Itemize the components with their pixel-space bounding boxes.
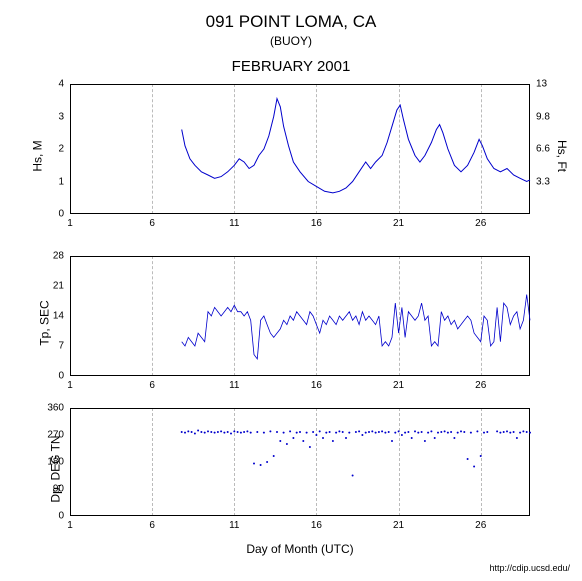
xtick: 16 <box>311 376 322 391</box>
ytick-left: 14 <box>53 311 70 322</box>
ytick-right: 3.3 <box>530 176 550 187</box>
chart-container: 091 POINT LOMA, CA (BUOY) FEBRUARY 2001 … <box>0 0 582 581</box>
panel-dp: 090180270360Dp, DEG TN1611162126Day of M… <box>70 408 530 516</box>
xtick: 11 <box>229 376 239 391</box>
xtick: 21 <box>393 376 404 391</box>
ytick-left: 1 <box>58 176 70 187</box>
ytick-left: 28 <box>53 251 70 262</box>
xtick: 1 <box>67 376 73 391</box>
chart-title: 091 POINT LOMA, CA <box>0 0 582 32</box>
xtick: 6 <box>149 516 155 531</box>
ylabel-tp: Tp, SEC <box>38 300 52 345</box>
xtick: 26 <box>475 516 486 531</box>
chart-subtitle: (BUOY) <box>0 32 582 48</box>
data-svg-dp <box>70 408 530 516</box>
xtick: 16 <box>311 214 322 229</box>
ytick-left: 360 <box>47 403 70 414</box>
xtick: 21 <box>393 214 404 229</box>
ytick-right: 6.6 <box>530 144 550 155</box>
ytick-left: 21 <box>53 281 70 292</box>
xtick: 1 <box>67 214 73 229</box>
xtick: 6 <box>149 214 155 229</box>
ytick-left: 2 <box>58 144 70 155</box>
xtick: 26 <box>475 214 486 229</box>
panel-hs: 012343.36.69.813Hs, MHs, Ft1611162126 <box>70 84 530 214</box>
chart-month: FEBRUARY 2001 <box>0 48 582 75</box>
ytick-right: 9.8 <box>530 111 550 122</box>
ylabel-dp: Dp, DEG TN <box>49 435 63 502</box>
ytick-left: 3 <box>58 111 70 122</box>
ylabel-right-hs: Hs, Ft <box>555 140 569 172</box>
footer-url: http://cdip.ucsd.edu/ <box>489 563 570 573</box>
xtick: 11 <box>229 214 239 229</box>
data-svg-hs <box>70 84 530 214</box>
ylabel-hs: Hs, M <box>31 140 45 171</box>
xtick: 11 <box>229 516 239 531</box>
xtick: 21 <box>393 516 404 531</box>
ytick-left: 4 <box>58 79 70 90</box>
xtick: 6 <box>149 376 155 391</box>
panel-tp: 07142128Tp, SEC1611162126 <box>70 256 530 376</box>
xtick: 26 <box>475 376 486 391</box>
ytick-left: 7 <box>58 341 70 352</box>
data-svg-tp <box>70 256 530 376</box>
xtick: 16 <box>311 516 322 531</box>
ytick-right: 13 <box>530 79 547 90</box>
xlabel: Day of Month (UTC) <box>70 542 530 556</box>
xtick: 1 <box>67 516 73 531</box>
